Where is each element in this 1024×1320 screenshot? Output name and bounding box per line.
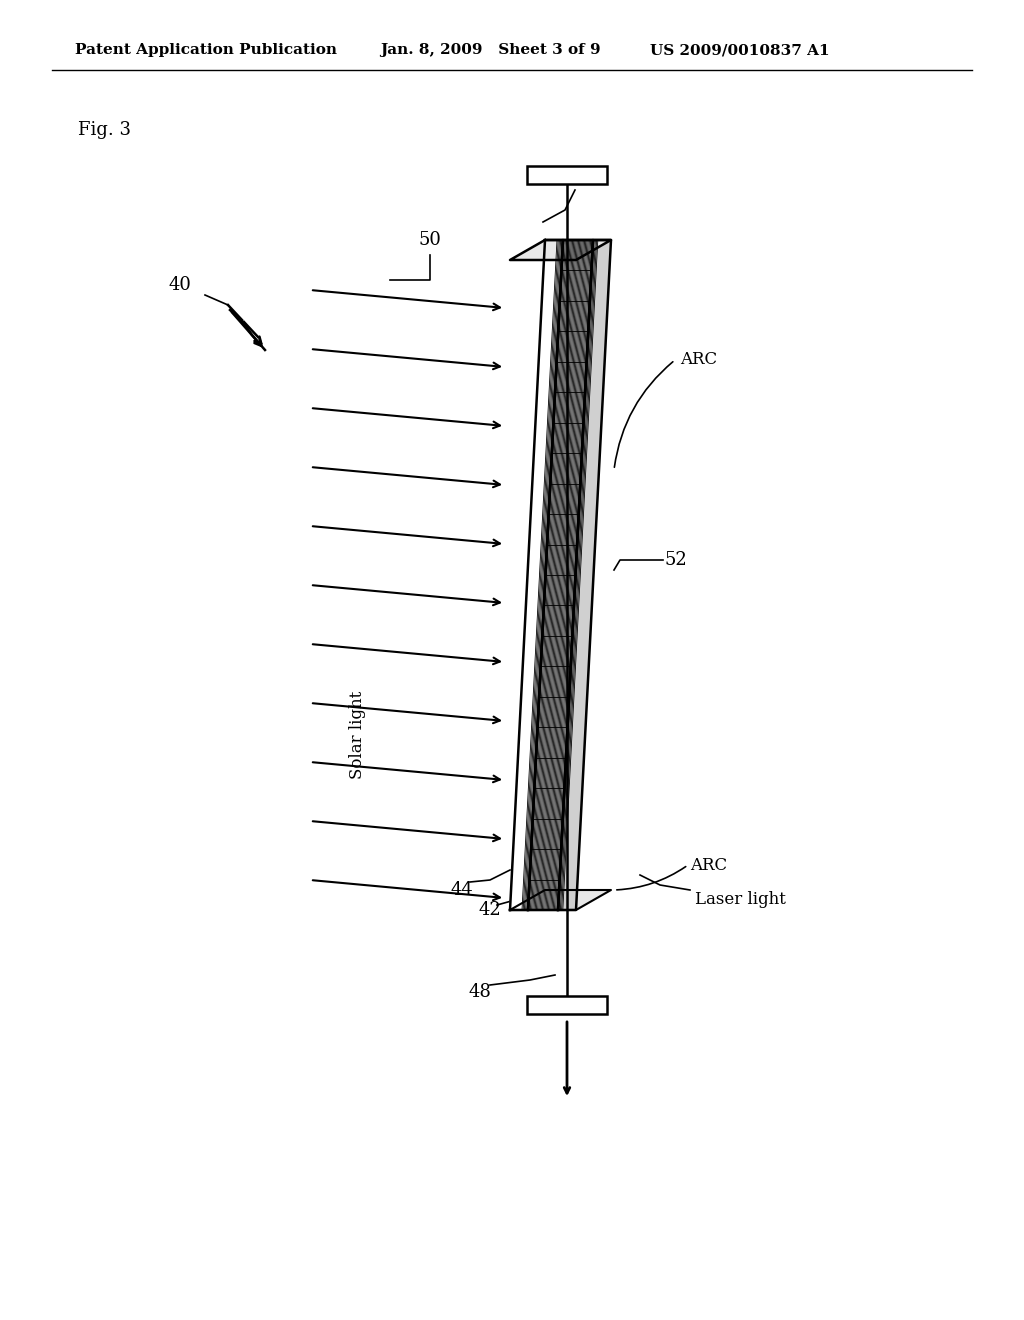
Text: ARC: ARC xyxy=(690,857,727,874)
Polygon shape xyxy=(510,890,611,909)
Text: 46: 46 xyxy=(563,172,587,189)
Text: 50: 50 xyxy=(419,231,441,249)
Polygon shape xyxy=(558,240,611,909)
Polygon shape xyxy=(510,240,611,260)
Text: 52: 52 xyxy=(665,550,688,569)
Text: Solar light: Solar light xyxy=(349,690,367,779)
Text: Laser light: Laser light xyxy=(695,891,785,908)
Text: ARC: ARC xyxy=(680,351,717,368)
Text: 40: 40 xyxy=(169,276,191,294)
Text: Fig. 3: Fig. 3 xyxy=(78,121,131,139)
Bar xyxy=(527,997,607,1014)
Text: 42: 42 xyxy=(478,902,502,919)
Polygon shape xyxy=(510,240,563,909)
Polygon shape xyxy=(528,240,593,909)
Text: Patent Application Publication: Patent Application Publication xyxy=(75,44,337,57)
Text: 48: 48 xyxy=(469,983,492,1001)
Text: 44: 44 xyxy=(451,880,473,899)
Bar xyxy=(527,166,607,183)
Text: US 2009/0010837 A1: US 2009/0010837 A1 xyxy=(650,44,829,57)
Text: Jan. 8, 2009   Sheet 3 of 9: Jan. 8, 2009 Sheet 3 of 9 xyxy=(380,44,601,57)
